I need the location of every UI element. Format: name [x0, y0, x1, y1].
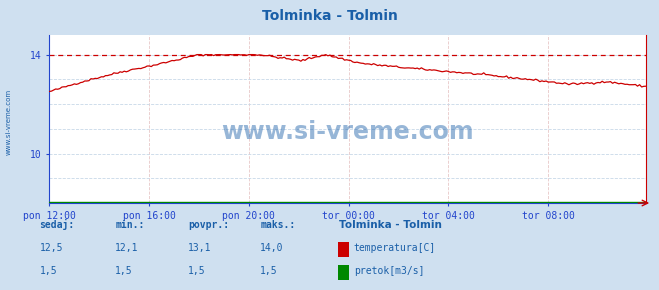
Text: 12,5: 12,5	[40, 243, 63, 253]
Text: 1,5: 1,5	[40, 266, 57, 276]
Text: www.si-vreme.com: www.si-vreme.com	[5, 89, 12, 155]
Text: Tolminka - Tolmin: Tolminka - Tolmin	[339, 220, 442, 230]
Text: povpr.:: povpr.:	[188, 220, 229, 230]
Text: 12,1: 12,1	[115, 243, 139, 253]
Text: 1,5: 1,5	[188, 266, 206, 276]
Text: Tolminka - Tolmin: Tolminka - Tolmin	[262, 9, 397, 23]
Text: 13,1: 13,1	[188, 243, 212, 253]
Text: sedaj:: sedaj:	[40, 219, 74, 230]
Text: pretok[m3/s]: pretok[m3/s]	[354, 266, 424, 276]
Text: 1,5: 1,5	[260, 266, 278, 276]
Text: www.si-vreme.com: www.si-vreme.com	[221, 120, 474, 144]
Text: min.:: min.:	[115, 220, 145, 230]
Text: 1,5: 1,5	[115, 266, 133, 276]
Text: maks.:: maks.:	[260, 220, 295, 230]
Text: temperatura[C]: temperatura[C]	[354, 243, 436, 253]
Text: 14,0: 14,0	[260, 243, 284, 253]
